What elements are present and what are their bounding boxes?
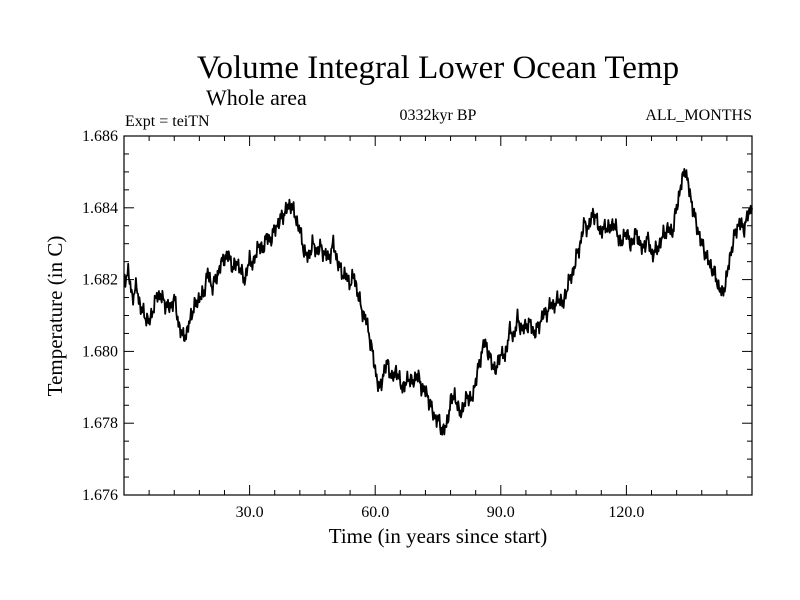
x-axis-ticks [148,136,728,495]
chart-title: Volume Integral Lower Ocean Temp [197,50,679,86]
chart-subtitle: Whole area [206,85,307,110]
y-tick-label: 1.684 [82,200,118,217]
y-axis-ticks [124,135,752,496]
x-tick-label: 90.0 [487,504,515,521]
x-tick-label: 60.0 [361,504,389,521]
x-axis-label: Time (in years since start) [329,524,548,548]
y-tick-label: 1.680 [82,343,118,360]
series-line [123,168,753,436]
y-tick-label: 1.682 [82,272,118,289]
y-axis-label: Temperature (in C) [43,236,67,397]
y-tick-label: 1.686 [82,128,118,145]
plot-frame [123,135,753,496]
x-tick-label: 30.0 [236,504,264,521]
y-tick-label: 1.676 [82,487,118,504]
annotation-left: Expt = teiTN [125,113,210,130]
x-tick-label: 120.0 [608,504,644,521]
annotation-right: ALL_MONTHS [645,107,752,124]
annotation-center: 0332kyr BP [400,107,477,124]
y-axis-tick-labels: 1.676 1.678 1.680 1.682 1.684 1.686 [82,128,118,504]
y-tick-label: 1.678 [82,415,118,432]
x-axis-tick-labels: 30.0 60.0 90.0 120.0 [236,504,645,521]
